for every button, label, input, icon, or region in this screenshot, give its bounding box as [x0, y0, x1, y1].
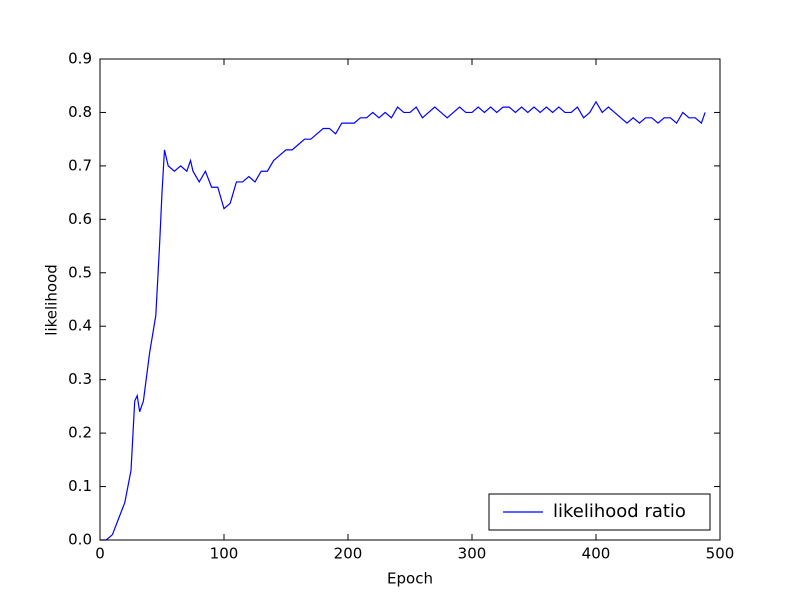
- x-axis-label: Epoch: [387, 570, 433, 588]
- x-tick-label: 0: [95, 545, 105, 563]
- x-tick-label: 300: [458, 545, 487, 563]
- x-tick-label: 500: [706, 545, 735, 563]
- y-tick-label: 0.7: [68, 156, 92, 174]
- y-tick-label: 0.5: [68, 263, 92, 281]
- legend-label: likelihood ratio: [553, 501, 686, 522]
- y-tick-label: 0.2: [68, 424, 92, 442]
- x-tick-label: 400: [582, 545, 611, 563]
- x-tick-label: 100: [210, 545, 239, 563]
- data-line: [100, 100, 706, 541]
- y-tick-label: 0.0: [68, 531, 92, 549]
- y-tick-label: 0.8: [68, 103, 92, 121]
- plot-frame: [99, 58, 721, 541]
- y-tick-label: 0.4: [68, 317, 92, 335]
- y-tick-label: 0.6: [68, 210, 92, 228]
- y-tick-label: 0.3: [68, 370, 92, 388]
- y-tick-label: 0.1: [68, 477, 92, 495]
- y-axis-label: likelihood: [43, 264, 61, 335]
- y-tick-label: 0.9: [68, 50, 92, 68]
- x-tick-label: 200: [334, 545, 363, 563]
